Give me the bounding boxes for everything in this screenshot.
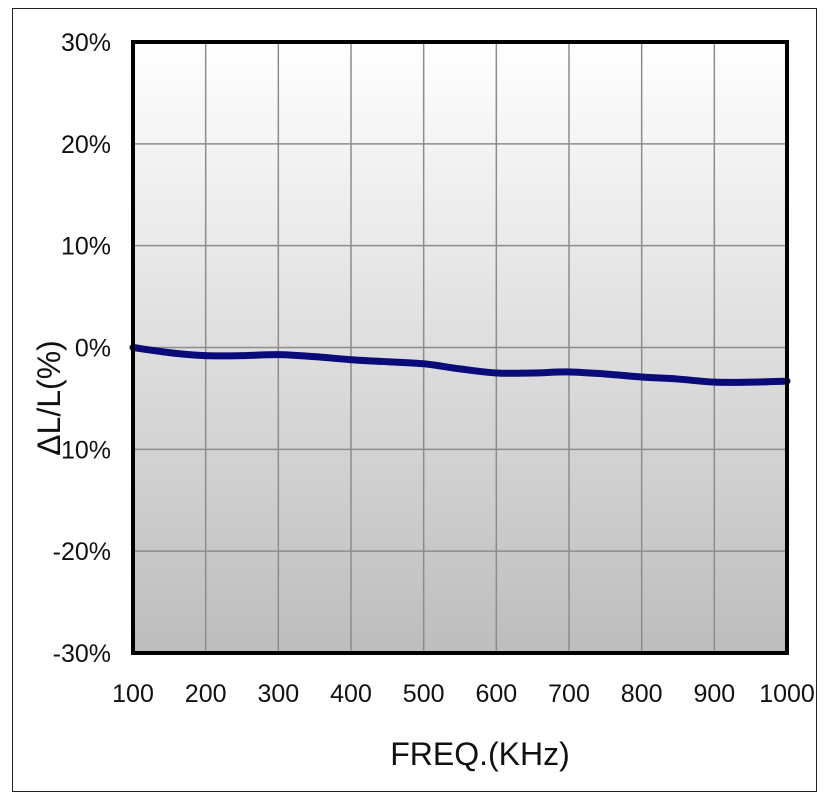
x-tick-label: 700: [548, 680, 590, 708]
y-axis-title: ΔL/L(%): [31, 340, 67, 456]
x-tick-label: 500: [403, 680, 445, 708]
y-tick-label: 10%: [61, 233, 111, 261]
series-line: [129, 344, 791, 386]
x-axis-title: FREQ.(KHz): [390, 736, 570, 772]
y-tick-label: -20%: [53, 538, 111, 566]
x-tick-label: 600: [475, 680, 517, 708]
y-tick-label: 20%: [61, 131, 111, 159]
y-tick-labels: 30% 20% 10% 0% -10% -20% -30%: [53, 29, 111, 668]
x-tick-label: 800: [621, 680, 663, 708]
y-tick-label: -30%: [53, 640, 111, 668]
x-tick-label: 200: [185, 680, 227, 708]
x-tick-label: 900: [693, 680, 735, 708]
x-tick-label: 400: [330, 680, 372, 708]
y-tick-label: -10%: [53, 436, 111, 464]
plot-border: [131, 40, 789, 655]
x-tick-label: 1000: [759, 680, 815, 708]
y-tick-label: 30%: [61, 29, 111, 57]
x-tick-labels: 100 200 300 400 500 600 700 800 900 1000: [112, 680, 815, 708]
x-tick-label: 100: [112, 680, 154, 708]
y-tick-label: 0%: [75, 335, 111, 363]
x-tick-label: 300: [257, 680, 299, 708]
series-layer: [129, 344, 791, 386]
